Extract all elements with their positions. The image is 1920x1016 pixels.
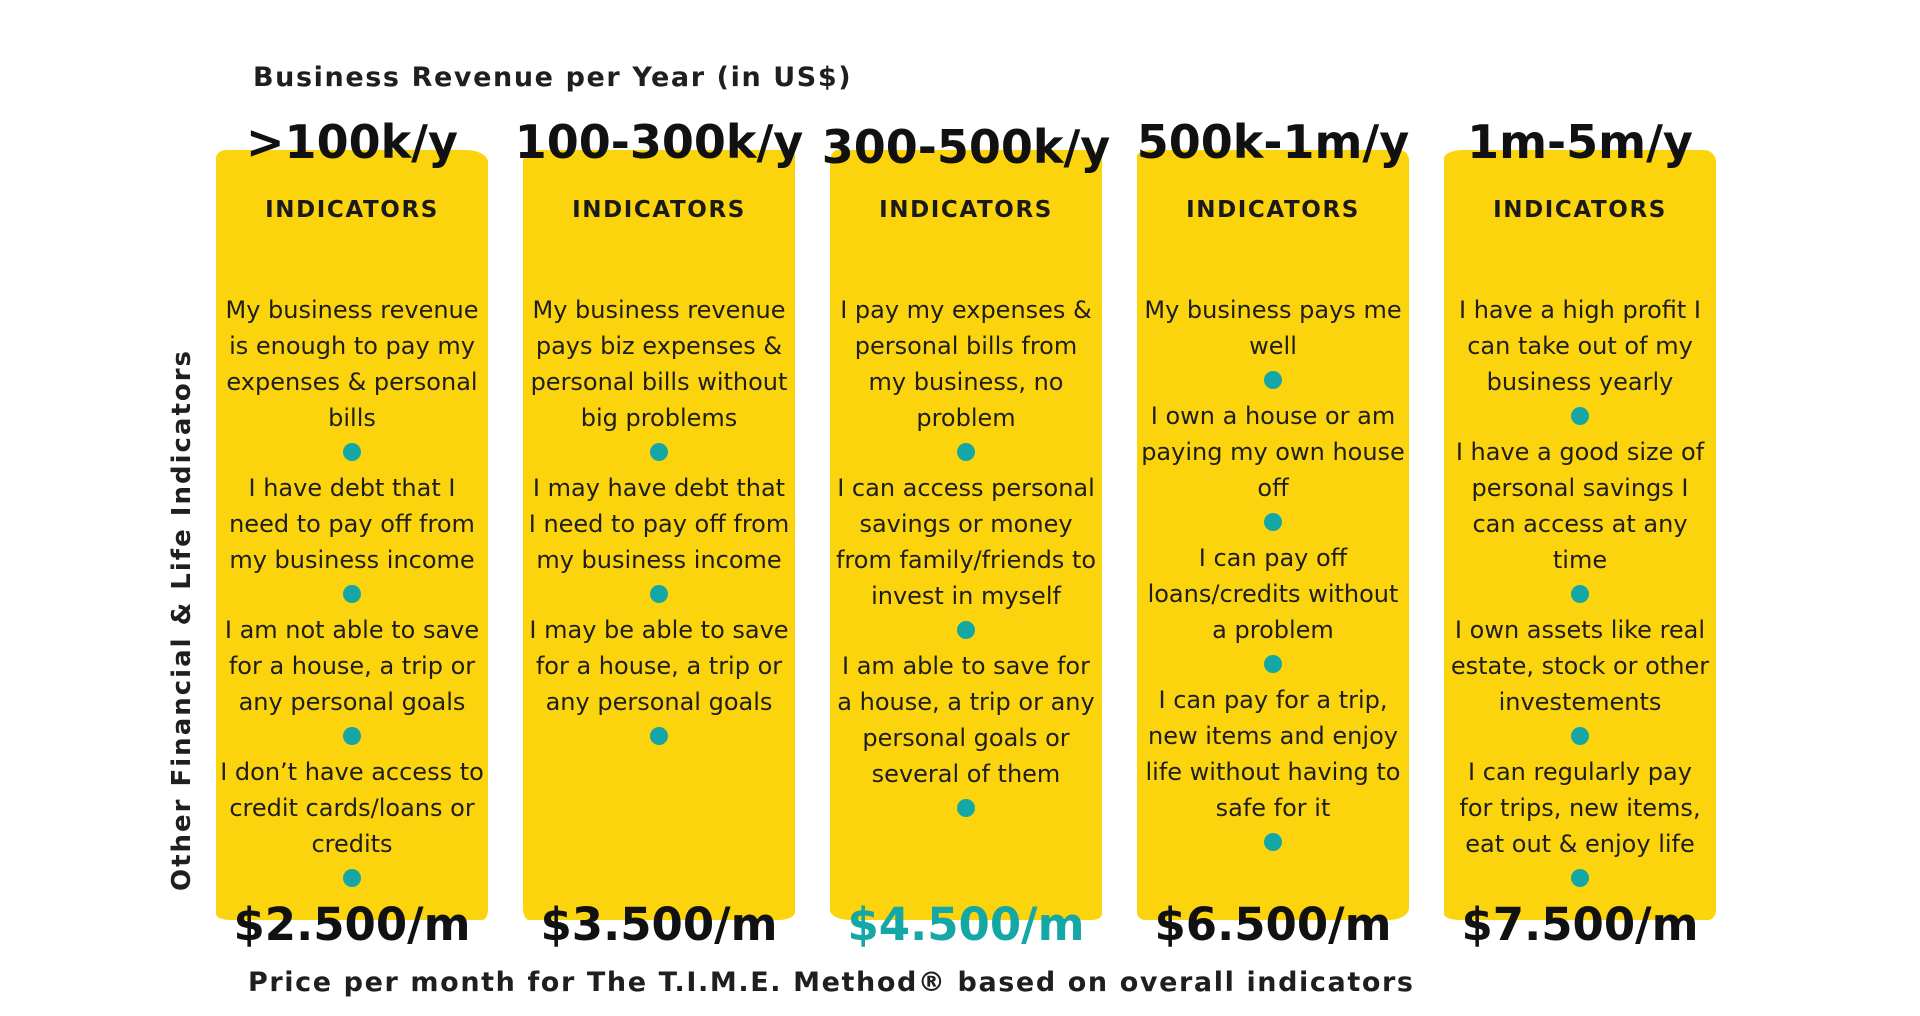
monthly-price: $2.500/m [233,898,471,951]
indicator-item: I can pay off loans/credits without a pr… [1147,544,1399,644]
price-caption: Price per month for The T.I.M.E. Method®… [248,967,1415,998]
bullet-dot-icon [343,727,361,745]
indicator-list: I have a high profit I can take out of m… [1448,292,1712,896]
bullet-dot-icon [957,443,975,461]
indicator-item: I have a high profit I can take out of m… [1458,296,1701,396]
indicator-item: I have debt that I need to pay off from … [229,474,475,574]
column-5: 1m-5m/y INDICATORS I have a high profit … [1444,0,1716,1016]
indicator-item: I can regularly pay for trips, new items… [1459,758,1701,858]
bullet-dot-icon [1571,585,1589,603]
monthly-price: $3.500/m [540,898,778,951]
indicator-panel: INDICATORS My business pays me well I ow… [1137,150,1409,920]
indicator-item: I don’t have access to credit cards/loan… [220,758,484,858]
revenue-range-label: 1m-5m/y [1467,115,1693,169]
indicators-heading: INDICATORS [1186,197,1360,223]
indicator-item: I have a good size of personal savings I… [1455,438,1705,574]
indicator-item: I own a house or am paying my own house … [1141,402,1405,502]
indicator-list: My business revenue pays biz expenses & … [527,292,791,754]
revenue-range-label: >100k/y [246,115,458,169]
monthly-price: $6.500/m [1154,898,1392,951]
indicator-item: I own assets like real estate, stock or … [1450,616,1710,716]
indicator-item: I am able to save for a house, a trip or… [837,652,1095,788]
revenue-range-label: 300-500k/y [821,120,1111,174]
bullet-dot-icon [343,869,361,887]
indicator-panel: INDICATORS My business revenue pays biz … [523,150,795,920]
indicator-list: My business revenue is enough to pay my … [220,292,484,896]
indicator-item: My business revenue is enough to pay my … [225,296,479,432]
bullet-dot-icon [343,443,361,461]
bullet-dot-icon [650,443,668,461]
bullet-dot-icon [1264,833,1282,851]
indicators-heading: INDICATORS [265,197,439,223]
revenue-axis-title: Business Revenue per Year (in US$) [253,62,853,93]
indicator-item: I may be able to save for a house, a tri… [529,616,789,716]
indicator-item: I am not able to save for a house, a tri… [224,616,480,716]
bullet-dot-icon [1264,655,1282,673]
bullet-dot-icon [1571,727,1589,745]
bullet-dot-icon [957,621,975,639]
indicators-heading: INDICATORS [1493,197,1667,223]
indicators-heading: INDICATORS [879,197,1053,223]
monthly-price-highlighted: $4.500/m [847,898,1085,951]
indicator-list: My business pays me well I own a house o… [1141,292,1405,860]
indicator-panel: INDICATORS I pay my expenses & personal … [830,150,1102,920]
monthly-price: $7.500/m [1461,898,1699,951]
indicator-item: My business pays me well [1144,296,1402,360]
bullet-dot-icon [1571,407,1589,425]
indicator-item: I can pay for a trip, new items and enjo… [1145,686,1401,822]
indicator-item: I may have debt that I need to pay off f… [528,474,790,574]
bullet-dot-icon [1571,869,1589,887]
column-3: 300-500k/y INDICATORS I pay my expenses … [822,0,1111,1016]
bullet-dot-icon [650,585,668,603]
indicator-item: I pay my expenses & personal bills from … [840,296,1092,432]
bullet-dot-icon [1264,513,1282,531]
bullet-dot-icon [343,585,361,603]
indicator-panel: INDICATORS My business revenue is enough… [216,150,488,920]
column-2: 100-300k/y INDICATORS My business revenu… [515,0,804,1016]
bullet-dot-icon [650,727,668,745]
indicator-list: I pay my expenses & personal bills from … [834,292,1098,826]
indicator-panel: INDICATORS I have a high profit I can ta… [1444,150,1716,920]
column-4: 500k-1m/y INDICATORS My business pays me… [1137,0,1409,1016]
bullet-dot-icon [957,799,975,817]
indicators-heading: INDICATORS [572,197,746,223]
bullet-dot-icon [1264,371,1282,389]
indicator-item: I can access personal savings or money f… [835,474,1097,610]
indicator-item: My business revenue pays biz expenses & … [530,296,788,432]
revenue-range-label: 100-300k/y [514,115,804,169]
revenue-range-label: 500k-1m/y [1136,115,1410,169]
column-1: >100k/y INDICATORS My business revenue i… [216,0,488,1016]
